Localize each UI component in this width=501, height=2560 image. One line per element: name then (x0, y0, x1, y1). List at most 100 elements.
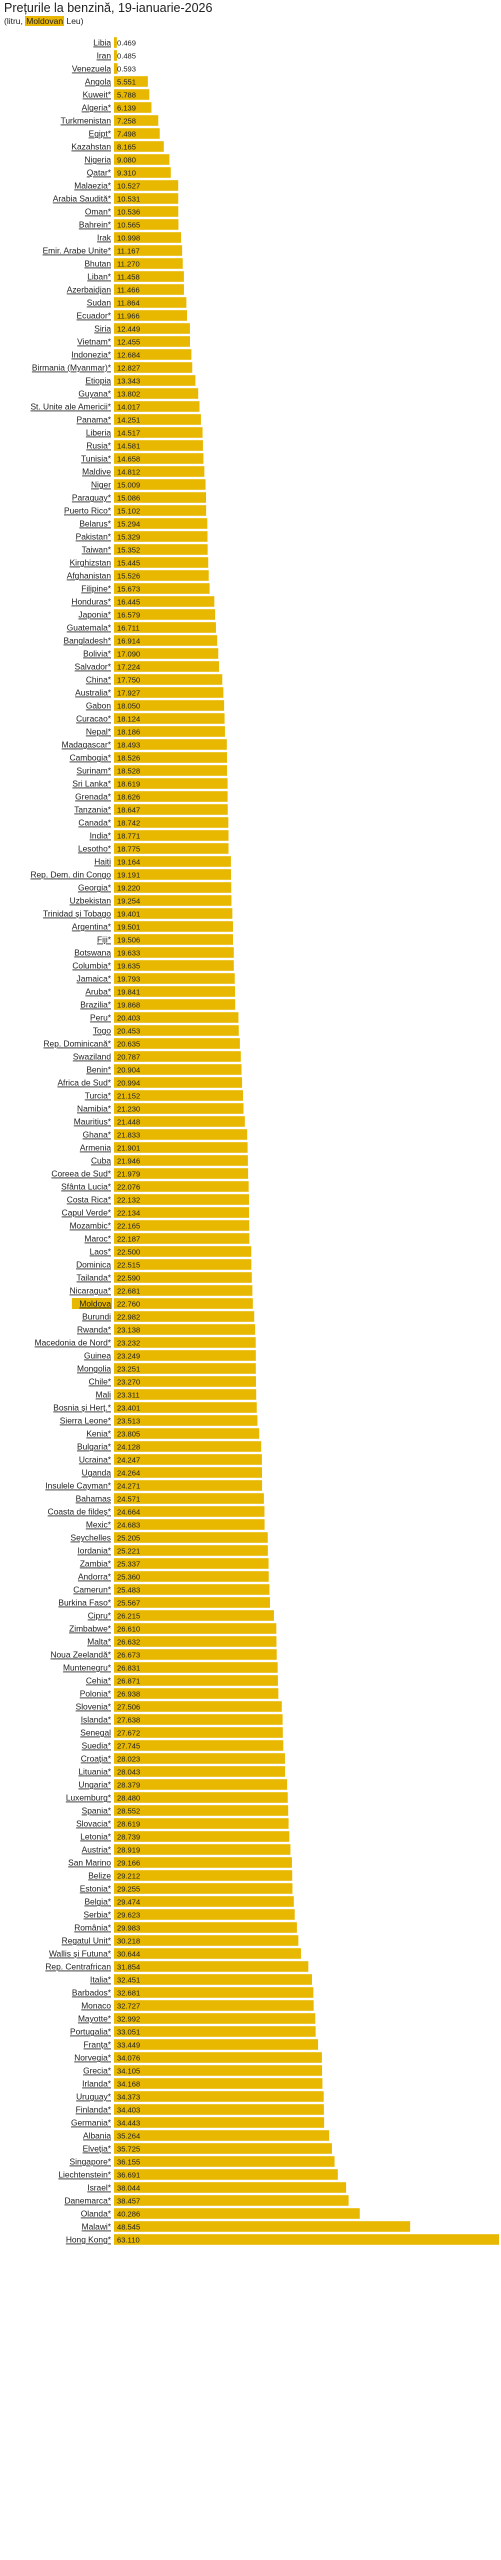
category-label[interactable]: Islanda* (81, 1715, 112, 1725)
category-label[interactable]: Spania* (82, 1806, 112, 1816)
category-label[interactable]: Rep. Centrafrican (45, 1962, 111, 1972)
category-label[interactable]: Malta* (87, 1637, 111, 1647)
category-label[interactable]: Mayotte* (78, 2014, 112, 2024)
category-label[interactable]: Japonia* (78, 610, 111, 620)
category-label[interactable]: Tunisia* (81, 454, 112, 464)
category-label[interactable]: Libia (93, 38, 111, 48)
category-label[interactable]: Mongolia (77, 1364, 111, 1374)
category-label[interactable]: Singapore* (70, 2157, 112, 2167)
category-label[interactable]: Honduras* (71, 597, 111, 607)
category-label[interactable]: Qatar* (87, 168, 112, 178)
category-label[interactable]: Portugalia* (70, 2027, 112, 2037)
category-label[interactable]: Kenia* (86, 1429, 111, 1439)
category-label[interactable]: Liban* (87, 272, 111, 282)
category-label[interactable]: Brazilia* (80, 1000, 111, 1010)
category-label[interactable]: Ecuador* (77, 311, 112, 321)
category-label[interactable]: Slovacia* (76, 1819, 112, 1829)
category-label[interactable]: Afghanistan (67, 571, 112, 581)
category-label[interactable]: Belize (88, 1871, 111, 1881)
category-label[interactable]: Benin* (86, 1065, 111, 1075)
category-label[interactable]: Polonia* (80, 1689, 112, 1699)
category-label[interactable]: Canada* (78, 818, 111, 828)
category-label[interactable]: Bosnia și Herț.* (53, 1403, 111, 1413)
category-label[interactable]: Uganda (82, 1468, 112, 1478)
category-label[interactable]: Sudan (87, 298, 112, 308)
category-label[interactable]: Belarus* (79, 519, 111, 529)
category-label[interactable]: Wallis și Futuna* (49, 1949, 112, 1959)
category-label[interactable]: Rwanda* (77, 1325, 112, 1335)
category-label[interactable]: Algeria* (82, 103, 112, 113)
category-label[interactable]: Maldive (82, 467, 111, 477)
category-label[interactable]: Germania* (71, 2118, 112, 2128)
category-label[interactable]: Siria (94, 324, 111, 334)
category-label[interactable]: Estonia* (80, 1884, 112, 1894)
category-label[interactable]: Austria* (82, 1845, 112, 1855)
category-label[interactable]: Ucraina* (79, 1455, 112, 1465)
category-label[interactable]: Surinam* (77, 766, 112, 776)
category-label[interactable]: Letonia* (80, 1832, 111, 1842)
category-label[interactable]: Tanzania* (74, 805, 112, 815)
category-label[interactable]: Kirghizstan (70, 558, 112, 568)
category-label[interactable]: Venezuela (72, 64, 111, 74)
category-label[interactable]: Aruba* (85, 987, 111, 997)
category-label[interactable]: Bolivia* (83, 649, 112, 659)
category-label[interactable]: St. Unite ale Americii* (30, 402, 111, 412)
category-label[interactable]: Trinidad și Tobago (43, 909, 111, 919)
category-label[interactable]: Israel* (87, 2183, 111, 2193)
category-label[interactable]: Rep. Dem. din Congo (30, 870, 111, 880)
category-label[interactable]: Fiji* (97, 935, 112, 945)
category-label[interactable]: Insulele Cayman* (45, 1481, 111, 1491)
category-label[interactable]: Rep. Dominicană* (44, 1039, 112, 1049)
category-label[interactable]: Senegal (80, 1728, 111, 1738)
category-label[interactable]: Albania (83, 2131, 111, 2141)
category-label[interactable]: România* (74, 1923, 112, 1933)
category-label[interactable]: Franța* (84, 2040, 112, 2050)
category-label[interactable]: Croația* (81, 1754, 112, 1764)
category-label[interactable]: Filipine* (81, 584, 112, 594)
category-label[interactable]: Hong Kong* (66, 2235, 112, 2245)
category-label[interactable]: Mozambic* (70, 1221, 112, 1231)
category-label[interactable]: Columbia* (72, 961, 111, 971)
category-label[interactable]: Ungaria* (78, 1780, 111, 1790)
category-label[interactable]: Laos* (90, 1247, 112, 1257)
category-label[interactable]: Emir. Arabe Unite* (43, 246, 112, 256)
category-label[interactable]: Bahrein* (79, 220, 112, 230)
category-label[interactable]: Cipru* (88, 1611, 112, 1621)
category-label[interactable]: Oman* (85, 207, 112, 217)
category-label[interactable]: Argentina* (72, 922, 112, 932)
category-label[interactable]: Botswana (74, 948, 111, 958)
category-label[interactable]: Lesotho* (78, 844, 112, 854)
category-label[interactable]: Georgia* (78, 883, 112, 893)
category-label[interactable]: Liberia (86, 428, 111, 438)
category-label[interactable]: Etiopia (85, 376, 111, 386)
category-label[interactable]: Puerto Rico* (64, 506, 112, 516)
category-label[interactable]: Uzbekistan (70, 896, 112, 906)
category-label[interactable]: Nigeria (84, 155, 111, 165)
category-label[interactable]: Egipt* (89, 129, 112, 139)
category-label[interactable]: Malawi* (82, 2222, 112, 2232)
category-label[interactable]: Curacao* (76, 714, 112, 724)
category-label[interactable]: Swaziland (73, 1052, 112, 1062)
category-label[interactable]: Sfânta Lucia* (61, 1182, 112, 1192)
category-label[interactable]: Pakistan* (76, 532, 112, 542)
category-label[interactable]: San Marino (68, 1858, 111, 1868)
category-label[interactable]: Arabia Saudită* (53, 194, 112, 204)
category-label[interactable]: Elveția* (83, 2144, 112, 2154)
category-label[interactable]: Moldova (79, 1299, 111, 1309)
category-label[interactable]: China* (86, 675, 112, 685)
category-label[interactable]: Togo (93, 1026, 112, 1036)
category-label[interactable]: Grenada* (75, 792, 112, 802)
category-label[interactable]: Haiti (94, 857, 111, 867)
category-label[interactable]: Maroc* (84, 1234, 111, 1244)
category-label[interactable]: Macedonia de Nord* (35, 1338, 112, 1348)
category-label[interactable]: Iordania* (77, 1546, 111, 1556)
category-label[interactable]: Noua Zeelandă* (50, 1650, 111, 1660)
category-label[interactable]: Cehia* (86, 1676, 112, 1686)
category-label[interactable]: Birmania (Myanmar)* (32, 363, 112, 373)
category-label[interactable]: Danemarca* (64, 2196, 111, 2206)
category-label[interactable]: Malaezia* (74, 181, 112, 191)
category-label[interactable]: Nicaragua* (70, 1286, 112, 1296)
category-label[interactable]: Turcia* (85, 1091, 112, 1101)
category-label[interactable]: Dominica (76, 1260, 111, 1270)
category-label[interactable]: Belgia* (84, 1897, 111, 1907)
